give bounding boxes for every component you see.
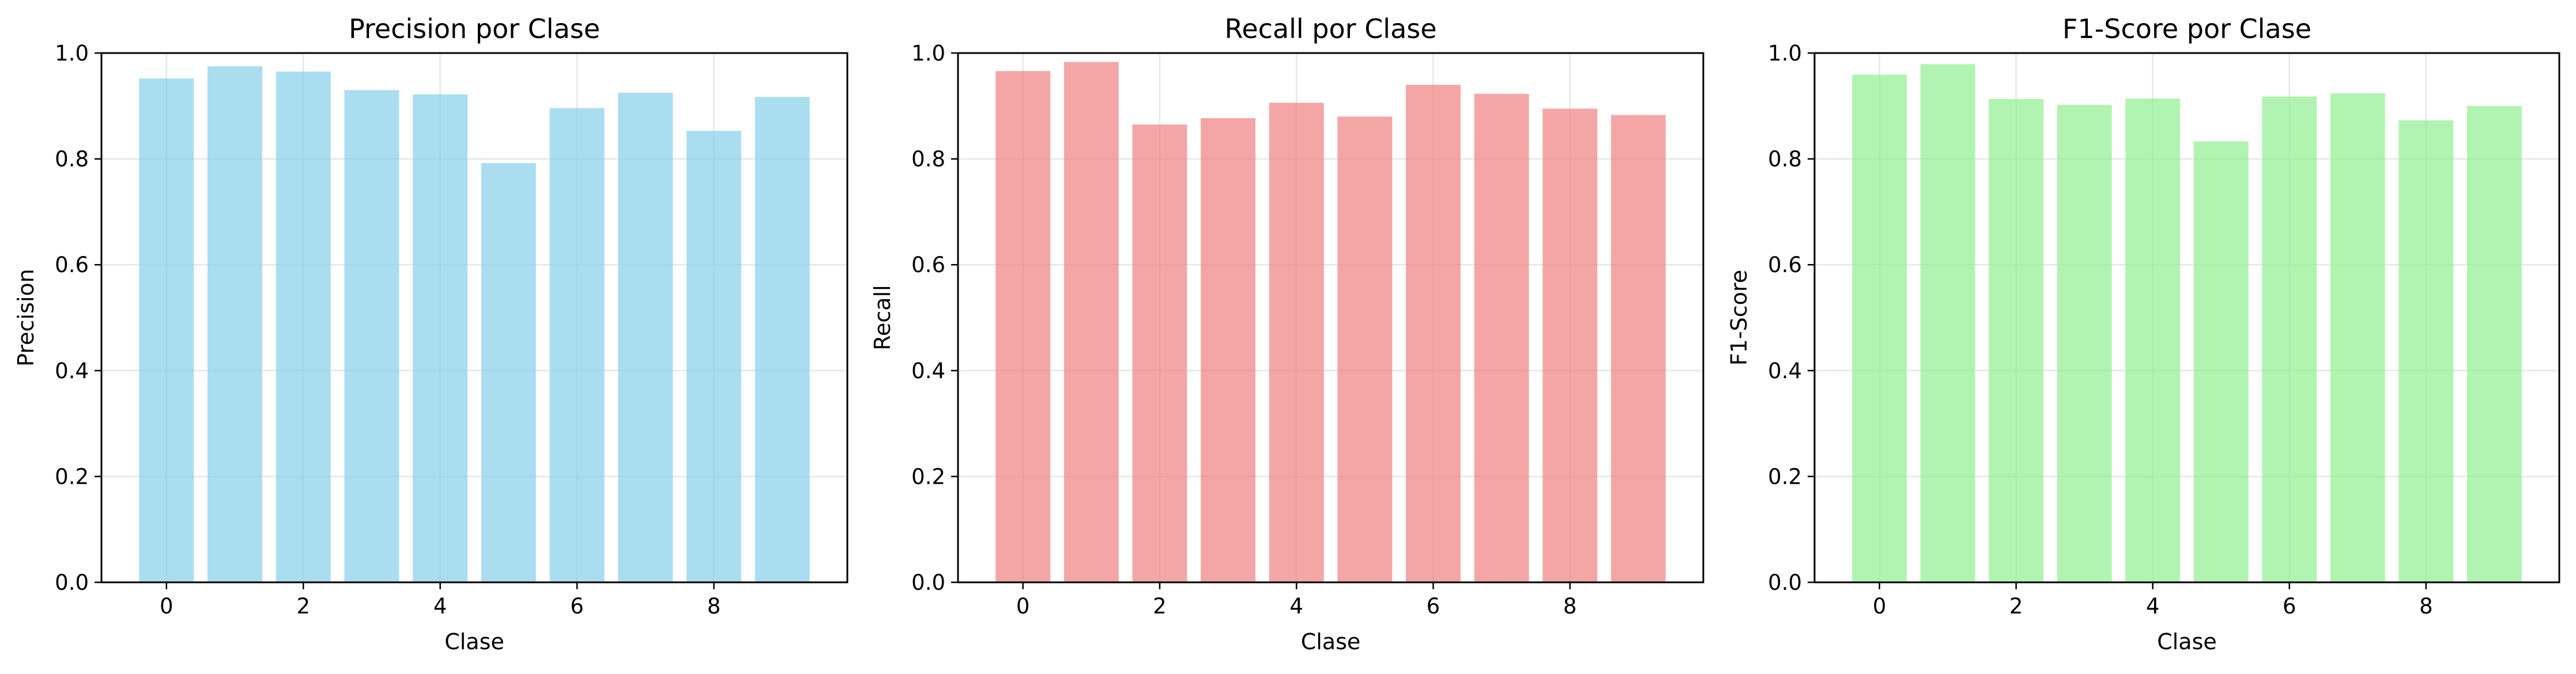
y-tick-label: 0.4 [911,359,945,383]
bar-class-5 [2193,141,2249,582]
bar-class-4 [2125,98,2181,582]
y-tick-label: 0.6 [911,253,945,277]
y-tick-label: 0.6 [1768,253,1802,277]
bar-class-1 [208,66,262,582]
bar-class-5 [481,163,536,583]
y-tick-label: 0.4 [55,359,89,383]
bar-class-6 [1405,85,1461,582]
bar-class-6 [549,108,605,583]
bar-class-3 [2057,104,2112,583]
bar-class-0 [995,71,1051,583]
x-tick-label: 4 [1289,594,1303,619]
chart-title: Precision por Clase [349,13,600,44]
bar-class-4 [413,94,468,582]
x-tick-label: 6 [2283,594,2296,619]
x-tick-label: 2 [1153,594,1167,619]
y-tick-label: 0.0 [911,570,945,595]
plot-frame [100,52,848,583]
bar-class-9 [1611,115,1666,582]
y-tick-label: 0.8 [911,147,945,172]
y-tick-label: 0.4 [1768,359,1802,383]
plot-frame [1813,52,2560,583]
bar-class-2 [1132,124,1187,582]
y-axis-label: Recall [870,285,895,350]
x-tick-label: 4 [433,594,447,619]
bar-class-9 [2466,106,2522,583]
x-tick-label: 2 [296,594,310,619]
x-tick-label: 0 [1016,594,1030,619]
y-tick-label: 0.6 [55,253,89,277]
y-tick-label: 1.0 [1768,41,1802,66]
y-tick-label: 0.0 [55,570,89,595]
bar-class-7 [1474,93,1529,582]
bar-class-1 [1920,64,1975,582]
bar-class-2 [1989,99,2044,583]
bar-class-8 [687,130,741,583]
x-tick-label: 4 [2146,594,2160,619]
y-axis-label: F1-Score [1726,270,1752,366]
x-tick-label: 0 [1873,594,1887,619]
x-tick-label: 6 [570,594,584,619]
chart-title: Recall por Clase [1224,13,1436,44]
y-axis-label: Precision [13,269,39,367]
bar-class-2 [276,71,331,582]
chart-panel-1: 0.0 0.2 0.4 0.6 0.8 1.0 0 2 4 6 8 Recall por Clase C… [870,13,1704,654]
bar-class-5 [1337,116,1393,582]
x-tick-label: 8 [2419,594,2433,619]
bar-class-8 [2398,120,2454,582]
y-tick-label: 0.2 [55,464,89,489]
x-axis-label: Clase [2157,629,2217,654]
y-tick-label: 1.0 [911,41,945,66]
bar-class-0 [139,78,194,583]
bar-class-3 [344,90,399,582]
x-axis-label: Clase [444,629,504,654]
chart-title: F1-Score por Clase [2062,13,2311,44]
x-axis-label: Clase [1301,629,1361,654]
bar-class-9 [755,97,810,583]
x-tick-label: 0 [160,594,174,619]
bar-class-1 [1063,62,1119,582]
chart-panel-2: 0.0 0.2 0.4 0.6 0.8 1.0 0 2 4 6 8 F1-Score por Clas… [1726,13,2560,654]
bar-class-6 [2262,96,2317,582]
bar-class-7 [2330,93,2385,582]
bar-class-7 [618,92,673,583]
y-tick-label: 0.2 [1768,464,1802,489]
y-tick-label: 0.2 [911,464,945,489]
bar-class-0 [1852,74,1907,582]
y-tick-label: 0.8 [55,147,89,172]
y-tick-label: 0.0 [1768,570,1802,595]
x-tick-label: 8 [707,594,721,619]
x-tick-label: 8 [1563,594,1577,619]
x-tick-label: 2 [2009,594,2023,619]
bar-class-8 [1542,108,1598,582]
plot-frame [957,52,1704,583]
x-tick-label: 6 [1427,594,1440,619]
chart-panel-0: 0.0 0.2 0.4 0.6 0.8 1.0 0 2 4 6 8 Precision por Cla… [13,13,848,654]
y-tick-label: 0.8 [1768,147,1802,172]
y-tick-label: 1.0 [55,41,89,66]
bar-class-4 [1269,103,1324,583]
bar-class-3 [1201,118,1256,582]
